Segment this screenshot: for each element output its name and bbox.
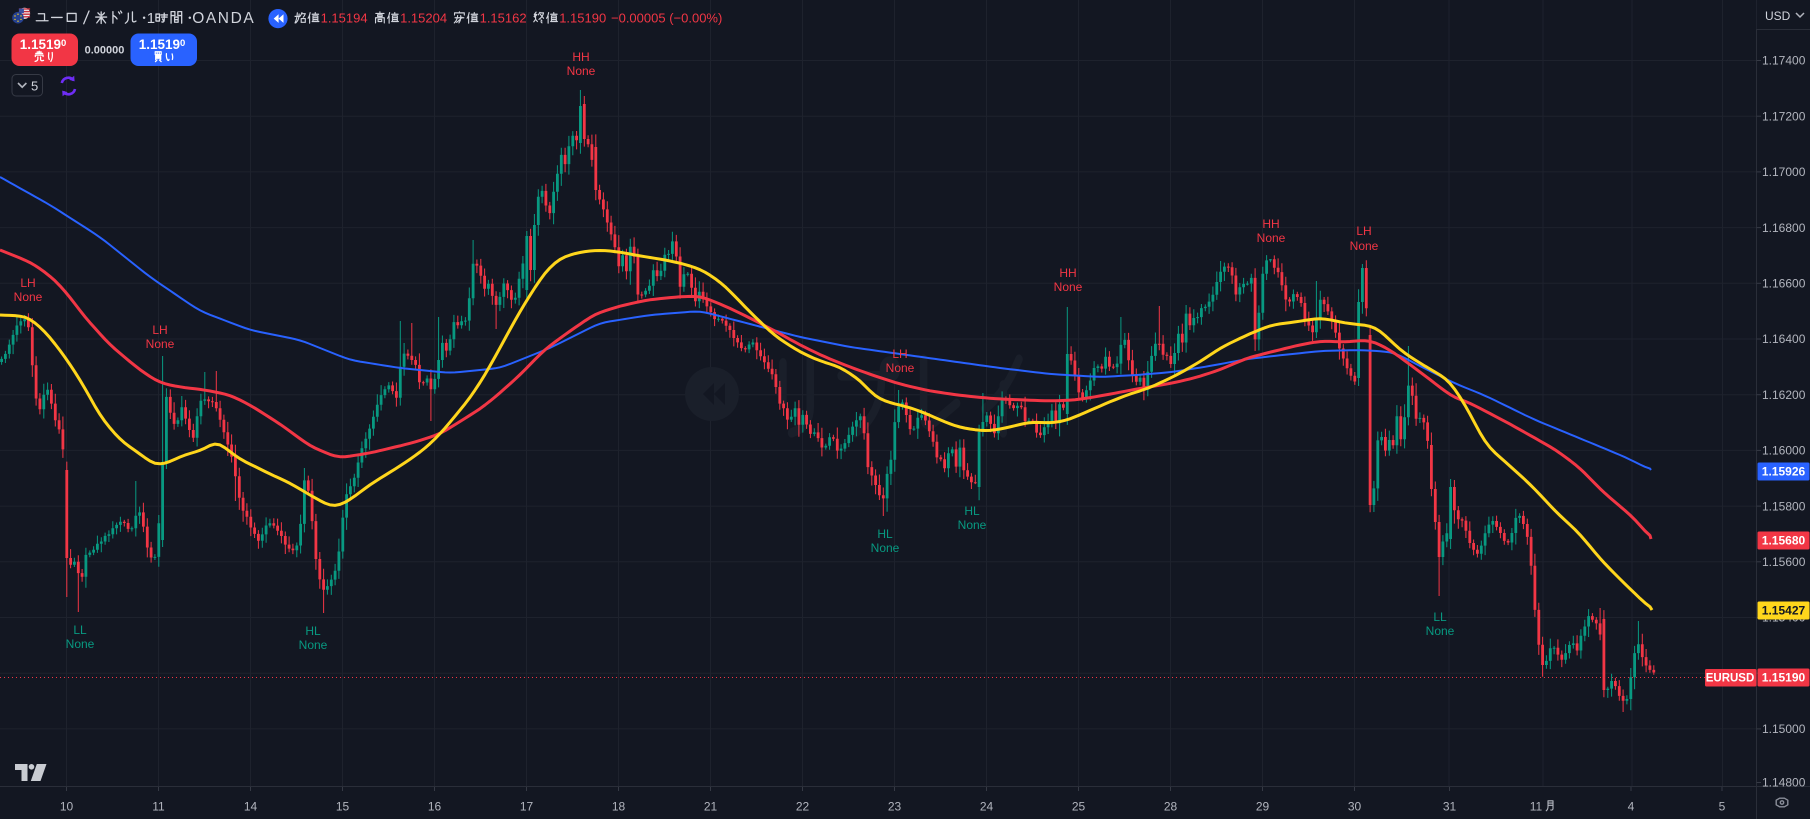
svg-text:1.16600: 1.16600 [1762,277,1806,291]
svg-text:17: 17 [520,800,534,814]
svg-text:1.15190: 1.15190 [20,37,67,52]
svg-text:USD: USD [1765,9,1791,23]
svg-text:16: 16 [428,800,442,814]
svg-text:1.17400: 1.17400 [1762,54,1806,68]
svg-text:None: None [871,541,900,555]
svg-text:1.15190: 1.15190 [559,10,606,25]
svg-text:HL: HL [877,527,893,541]
svg-text:None: None [886,361,915,375]
svg-text:18: 18 [612,800,626,814]
svg-text:1.15190: 1.15190 [139,37,186,52]
svg-text:1.16800: 1.16800 [1762,221,1806,235]
svg-text:11: 11 [152,800,165,814]
svg-text:1.16400: 1.16400 [1762,332,1806,346]
svg-text:LH: LH [152,323,167,337]
svg-text:LL: LL [1433,610,1447,624]
svg-text:1.17000: 1.17000 [1762,165,1806,179]
svg-text:None: None [66,637,95,651]
svg-text:HL: HL [964,504,980,518]
svg-text:LH: LH [1356,224,1371,238]
svg-text:1.15427: 1.15427 [1762,604,1806,618]
svg-text:29: 29 [1256,800,1270,814]
svg-text:5: 5 [1719,800,1726,814]
svg-text:LH: LH [20,276,35,290]
svg-text:None: None [1426,624,1455,638]
svg-text:HL: HL [305,624,321,638]
svg-text:5: 5 [31,79,38,94]
svg-text:1.15600: 1.15600 [1762,555,1806,569]
svg-text:23: 23 [888,800,902,814]
svg-text:14: 14 [244,800,258,814]
svg-text:0.00000: 0.00000 [85,45,125,57]
svg-text:1.17200: 1.17200 [1762,109,1806,123]
svg-text:None: None [146,337,175,351]
svg-text:HH: HH [572,50,589,64]
svg-text:1.15000: 1.15000 [1762,722,1806,736]
svg-text:HH: HH [1262,217,1279,231]
svg-text:25: 25 [1072,800,1086,814]
svg-text:30: 30 [1348,800,1362,814]
svg-text:11: 11 [1530,800,1543,814]
svg-text:EURUSD: EURUSD [1706,673,1755,685]
svg-text:1.15680: 1.15680 [1762,534,1806,548]
svg-text:None: None [1054,280,1083,294]
svg-text:10: 10 [60,800,74,814]
svg-text:1.15162: 1.15162 [480,10,527,25]
svg-text:4: 4 [1628,800,1635,814]
svg-text:28: 28 [1164,800,1178,814]
svg-text:1.16000: 1.16000 [1762,444,1806,458]
svg-text:1: 1 [147,10,155,27]
svg-text:None: None [1350,239,1379,253]
svg-text:22: 22 [796,800,810,814]
svg-text:1.14800: 1.14800 [1762,776,1806,790]
svg-text:1.15194: 1.15194 [321,10,368,25]
svg-text:1.15926: 1.15926 [1762,465,1806,479]
svg-text:1.15800: 1.15800 [1762,499,1806,513]
svg-text:None: None [14,290,43,304]
svg-text:None: None [567,64,596,78]
svg-text:None: None [1257,231,1286,245]
svg-text:HH: HH [1059,266,1076,280]
svg-text:LH: LH [892,347,907,361]
svg-text:1.15190: 1.15190 [1762,671,1806,685]
svg-text:15: 15 [336,800,350,814]
svg-text:None: None [958,518,987,532]
svg-text:21: 21 [704,800,718,814]
svg-text:−0.00005 (−0.00%): −0.00005 (−0.00%) [611,10,722,25]
svg-text:None: None [299,638,328,652]
svg-text:1.15204: 1.15204 [400,10,447,25]
svg-text:31: 31 [1443,800,1457,814]
svg-text:LL: LL [73,623,87,637]
svg-text:1.16200: 1.16200 [1762,388,1806,402]
svg-text:OANDA: OANDA [192,10,255,27]
svg-text:24: 24 [980,800,994,814]
